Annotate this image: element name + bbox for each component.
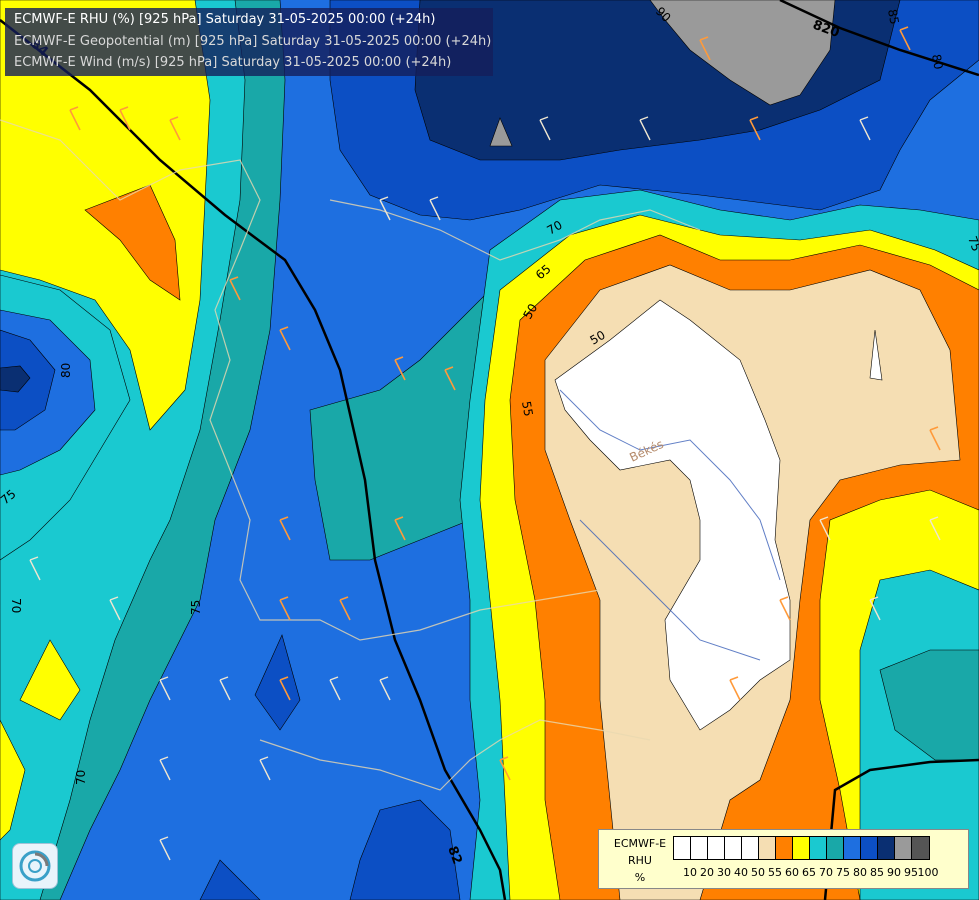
contour-label: 80: [59, 363, 73, 378]
legend-swatch: [878, 837, 895, 859]
legend-tick: 95: [904, 866, 918, 879]
river-2: [579, 519, 761, 661]
legend-tick: 40: [734, 866, 748, 879]
geopotential-line-southeast: [823, 758, 979, 900]
title-geopotential: ECMWF-E Geopotential (m) [925 hPa] Satur…: [14, 34, 492, 49]
contour-label: 50: [520, 301, 540, 321]
legend-swatch: [776, 837, 793, 859]
legend-tick: 100: [917, 866, 939, 879]
field-navy-left-lobe: [0, 365, 31, 393]
legend-swatch: [674, 837, 691, 859]
legend-swatch: [759, 837, 776, 859]
field-white-notch: [869, 329, 883, 381]
legend-swatch: [844, 837, 861, 859]
legend-swatch: [793, 837, 810, 859]
legend-tick: 60: [785, 866, 799, 879]
field-darkblue-south2: [349, 799, 461, 900]
contour-label: 55: [519, 400, 535, 417]
legend-tick: 80: [853, 866, 867, 879]
field-gray-north: [649, 0, 836, 106]
field-darkblue-south: [199, 859, 261, 900]
field-darkblue-diamond: [254, 634, 301, 731]
legend-unit: %: [634, 871, 646, 884]
wind-barbs: [69, 26, 941, 781]
legend-swatch: [691, 837, 708, 859]
wind-barbs-light: [29, 116, 941, 861]
legend-swatch: [827, 837, 844, 859]
legend-swatch: [708, 837, 725, 859]
legend-tick: 55: [768, 866, 782, 879]
geopotential-label: 82: [444, 844, 464, 866]
legend-tick: 85: [870, 866, 884, 879]
title-panel: ECMWF-E RHU (%) [925 hPa] Saturday 31-05…: [5, 8, 493, 76]
legend-tick: 90: [887, 866, 901, 879]
contour-label: 50: [588, 328, 608, 348]
legend-tick: 10: [683, 866, 697, 879]
field-gray-small: [489, 117, 513, 147]
legend-swatch: [725, 837, 742, 859]
field-white-east: [554, 299, 791, 731]
field-yellow-left-bottom: [0, 719, 26, 841]
swirl-icon: [19, 850, 51, 882]
field-teal-southeast: [879, 649, 979, 761]
legend-swatch: [810, 837, 827, 859]
river-1: [559, 389, 781, 581]
legend-tick: 65: [802, 866, 816, 879]
contour-label: 80: [929, 53, 945, 70]
country-border-1: [0, 119, 601, 641]
legend-tick: 70: [819, 866, 833, 879]
legend-swatches: [673, 836, 930, 860]
contour-label: 70: [545, 218, 565, 238]
legend-model: ECMWF-E: [613, 837, 667, 850]
legend-tick: 50: [751, 866, 765, 879]
legend-swatch: [861, 837, 878, 859]
legend-variable: RHU: [628, 854, 652, 867]
field-yellow-left-small: [19, 639, 81, 721]
geopotential-line-north: [779, 0, 979, 77]
contour-label: 70: [9, 598, 23, 613]
legend-tick: 30: [717, 866, 731, 879]
legend-ticks: 10 20 30 40 50 55 60 65 70 75 80 85 90 95 100: [673, 866, 973, 880]
country-border-3: [329, 199, 701, 261]
country-border-2: [259, 719, 651, 791]
geopotential-line-west: [0, 19, 507, 900]
title-rhu: ECMWF-E RHU (%) [925 hPa] Saturday 31-05…: [14, 12, 436, 27]
color-legend: ECMWF-E RHU % 10 20 30 40 50 55 60 65 70 75 80 85 90…: [598, 829, 969, 889]
legend-tick: 20: [700, 866, 714, 879]
contour-label: 85: [885, 8, 901, 25]
legend-swatch: [895, 837, 912, 859]
title-wind: ECMWF-E Wind (m/s) [925 hPa] Saturday 31…: [14, 55, 452, 70]
contour-label: 75: [189, 600, 203, 615]
legend-swatch: [912, 837, 929, 859]
legend-tick: 75: [836, 866, 850, 879]
legend-swatch: [742, 837, 759, 859]
brand-logo: [12, 843, 58, 889]
contour-label: 70: [74, 770, 88, 785]
